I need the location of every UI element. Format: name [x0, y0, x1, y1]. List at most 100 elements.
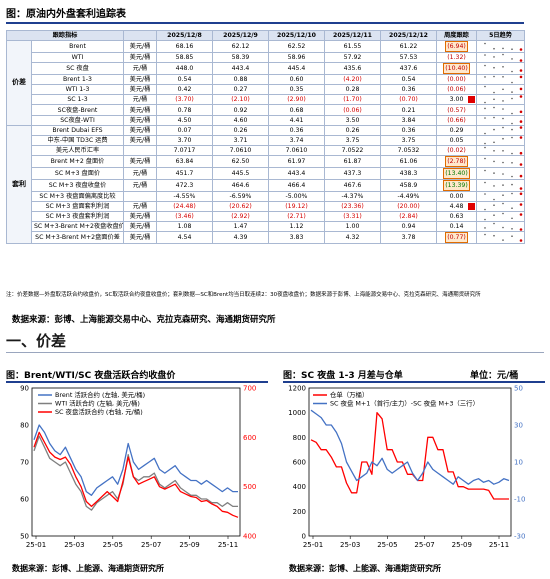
chart_right-right-tick: 50 — [514, 385, 523, 393]
table-row: 套利 Brent Dubai EFS 美元/桶 0.07 0.26 0.36 0.26 0.3… — [6, 124, 525, 245]
value-cell: (2.10) — [212, 94, 269, 106]
weekly-change-cell: 4.48 — [436, 201, 477, 213]
trend-point — [502, 194, 504, 196]
table-row: SC夜盘-WTI 美元/桶 4.50 4.60 4.41 3.50 3.84 (0.66) — [7, 114, 525, 126]
value-cell: 451.7 — [156, 166, 213, 180]
metric-unit: 元/桶 — [123, 166, 157, 180]
weekly-change: (13.39) — [443, 180, 470, 191]
table-row: SC 1-3 元/桶 (3.70) (2.10) (2.90) (1.70) (0.70) 3… — [7, 94, 525, 106]
trend-point — [493, 185, 495, 187]
header-cell: 2025/12/12 — [380, 29, 437, 42]
trend-point — [493, 116, 495, 118]
trend-point — [502, 117, 504, 119]
value-cell: 3.74 — [268, 134, 325, 146]
right-chart-unit: 单位：元/桶 — [470, 371, 519, 381]
metric-unit: 美元/桶 — [123, 104, 157, 116]
weekly-change-cell: (0.06) — [436, 84, 477, 96]
value-cell: (2.71) — [268, 211, 325, 223]
section-title: 一、价差 — [6, 332, 67, 350]
trend-cell — [476, 40, 525, 54]
trend-sparkline — [484, 136, 523, 145]
metric-unit: 元/桶 — [123, 178, 157, 192]
value-cell: 437.6 — [380, 62, 437, 76]
trend-cell — [476, 190, 525, 203]
trend-cell — [476, 134, 525, 146]
value-cell: (2.84) — [380, 211, 437, 223]
value-cell: 4.60 — [212, 114, 269, 126]
trend-sparkline — [484, 126, 523, 135]
left-chart-svg: 50 60 70 80 90 400 500 600 700 25-01 25-03 25-05 25-… — [20, 385, 256, 550]
trend-point — [502, 149, 504, 152]
trend-point — [511, 152, 513, 155]
table-row: SC M+3 夜盘收盘价 元/桶 472.3 464.6 466.4 467.6 458.9… — [7, 178, 525, 192]
trend-point — [484, 54, 486, 56]
chart_left-right-tick: 400 — [243, 533, 256, 541]
weekly-change: (0.06) — [447, 86, 466, 94]
trend-point — [519, 174, 523, 178]
right-chart-source: 数据来源：彭博、上能源、海通期货研究所 — [289, 564, 441, 573]
value-cell: 0.54 — [380, 74, 437, 86]
trend-point — [502, 161, 504, 164]
metric-name: 中东-中国 TD3C 运费 — [31, 134, 124, 146]
right-chart-svg: 0 200 400 600 800 1000 1200 -30 -10 10 30 50 25-01 25… — [288, 385, 525, 550]
trend-sparkline — [484, 157, 523, 166]
trend-point — [484, 157, 486, 160]
metric-name: Brent M+2 盘面价 — [31, 154, 124, 168]
trend-point — [493, 67, 495, 69]
trend-point — [493, 92, 495, 94]
metric-name: Brent 1-3 — [31, 74, 124, 86]
trend-point — [511, 122, 513, 124]
value-cell: 0.36 — [268, 124, 325, 136]
weekly-change-cell: 0.63 — [436, 211, 477, 223]
chart_left-left-tick: 50 — [20, 533, 29, 541]
left-chart-title-rule — [6, 381, 268, 383]
trend-sparkline — [484, 116, 523, 124]
section-divider — [6, 352, 544, 353]
table-source: 数据来源：彭博、上海能源交易中心、克拉克森研究、海通期货研究所 — [12, 315, 276, 325]
trend-point — [493, 160, 495, 163]
value-cell: 0.28 — [324, 84, 381, 96]
trend-sparkline — [484, 95, 523, 104]
weekly-change: (2.78) — [445, 156, 468, 167]
value-cell: 62.50 — [212, 154, 269, 168]
header-cell: 2025/12/9 — [212, 29, 269, 42]
chart_right-x-tick: 25-09 — [452, 541, 472, 549]
chart_left-x-tick: 25-07 — [141, 541, 161, 549]
chart_left-series-line-1 — [33, 435, 238, 511]
trend-point — [502, 100, 504, 103]
value-cell: 4.54 — [156, 231, 213, 245]
value-cell: 472.3 — [156, 178, 213, 192]
trend-point — [502, 47, 504, 50]
chart_right-x-tick: 25-05 — [377, 541, 397, 549]
weekly-change-cell: (0.57) — [436, 104, 477, 116]
trend-point — [484, 142, 486, 145]
trend-point — [484, 107, 486, 109]
trend-point — [519, 110, 523, 113]
weekly-change: (13.40) — [443, 168, 470, 179]
chart_left-x-tick: 25-05 — [103, 541, 123, 549]
value-cell: 61.22 — [380, 40, 437, 54]
weekly-change-cell: 0.29 — [436, 124, 477, 136]
table-row: 中东-中国 TD3C 运费 美元/桶 3.70 3.71 3.74 3.75 3.75 0.0… — [7, 134, 525, 146]
value-cell: 57.92 — [324, 52, 381, 64]
trend-cell — [476, 211, 525, 223]
trend-point — [511, 58, 513, 60]
value-cell: 62.12 — [212, 40, 269, 54]
trend-sparkline — [484, 222, 523, 231]
trend-sparkline — [484, 192, 523, 201]
weekly-change-cell: (0.00) — [436, 74, 477, 86]
trend-point — [484, 76, 486, 78]
metric-unit: 美元/桶 — [123, 114, 157, 126]
trend-sparkline — [484, 181, 523, 190]
trend-point — [519, 136, 523, 139]
trend-point — [502, 173, 504, 175]
value-cell: 3.83 — [268, 231, 325, 245]
trend-point — [519, 213, 523, 216]
trend-sparkline — [484, 106, 523, 114]
trend-point — [484, 208, 486, 211]
value-cell: 0.26 — [324, 124, 381, 136]
chart_right-legend-label: 仓单（万桶） — [330, 390, 368, 399]
chart_left-legend-label: Brent 活跃合约 (左轴, 美元/桶) — [55, 390, 145, 399]
metric-name: SC M+3 夜盘收盘价 — [31, 178, 124, 192]
